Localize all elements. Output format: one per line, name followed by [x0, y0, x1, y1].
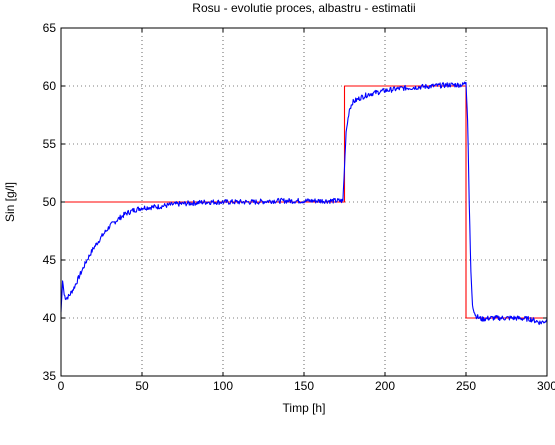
- x-tick-label: 300: [537, 379, 555, 393]
- series-layer: [60, 81, 548, 326]
- x-tick-label: 250: [456, 379, 476, 393]
- ticks: 0 50 100 150 200 250 300 35 40 45 50 55 60 65: [43, 21, 555, 393]
- x-tick-label: 100: [213, 379, 233, 393]
- x-tick-label: 150: [294, 379, 314, 393]
- y-tick-label: 45: [43, 253, 57, 267]
- y-axis-label: Sin [g/l]: [3, 182, 17, 222]
- x-tick-label: 0: [58, 379, 65, 393]
- y-tick-label: 55: [43, 137, 57, 151]
- series-line-estimate: [60, 81, 548, 326]
- x-axis-label: Timp [h]: [283, 401, 326, 415]
- y-tick-label: 50: [43, 195, 57, 209]
- x-tick-label: 50: [135, 379, 149, 393]
- y-tick-label: 40: [43, 311, 57, 325]
- y-tick-label: 35: [43, 369, 57, 383]
- y-tick-label: 65: [43, 21, 57, 35]
- y-tick-label: 60: [43, 79, 57, 93]
- x-tick-label: 200: [375, 379, 395, 393]
- chart-title: Rosu - evolutie proces, albastru - estim…: [192, 1, 415, 15]
